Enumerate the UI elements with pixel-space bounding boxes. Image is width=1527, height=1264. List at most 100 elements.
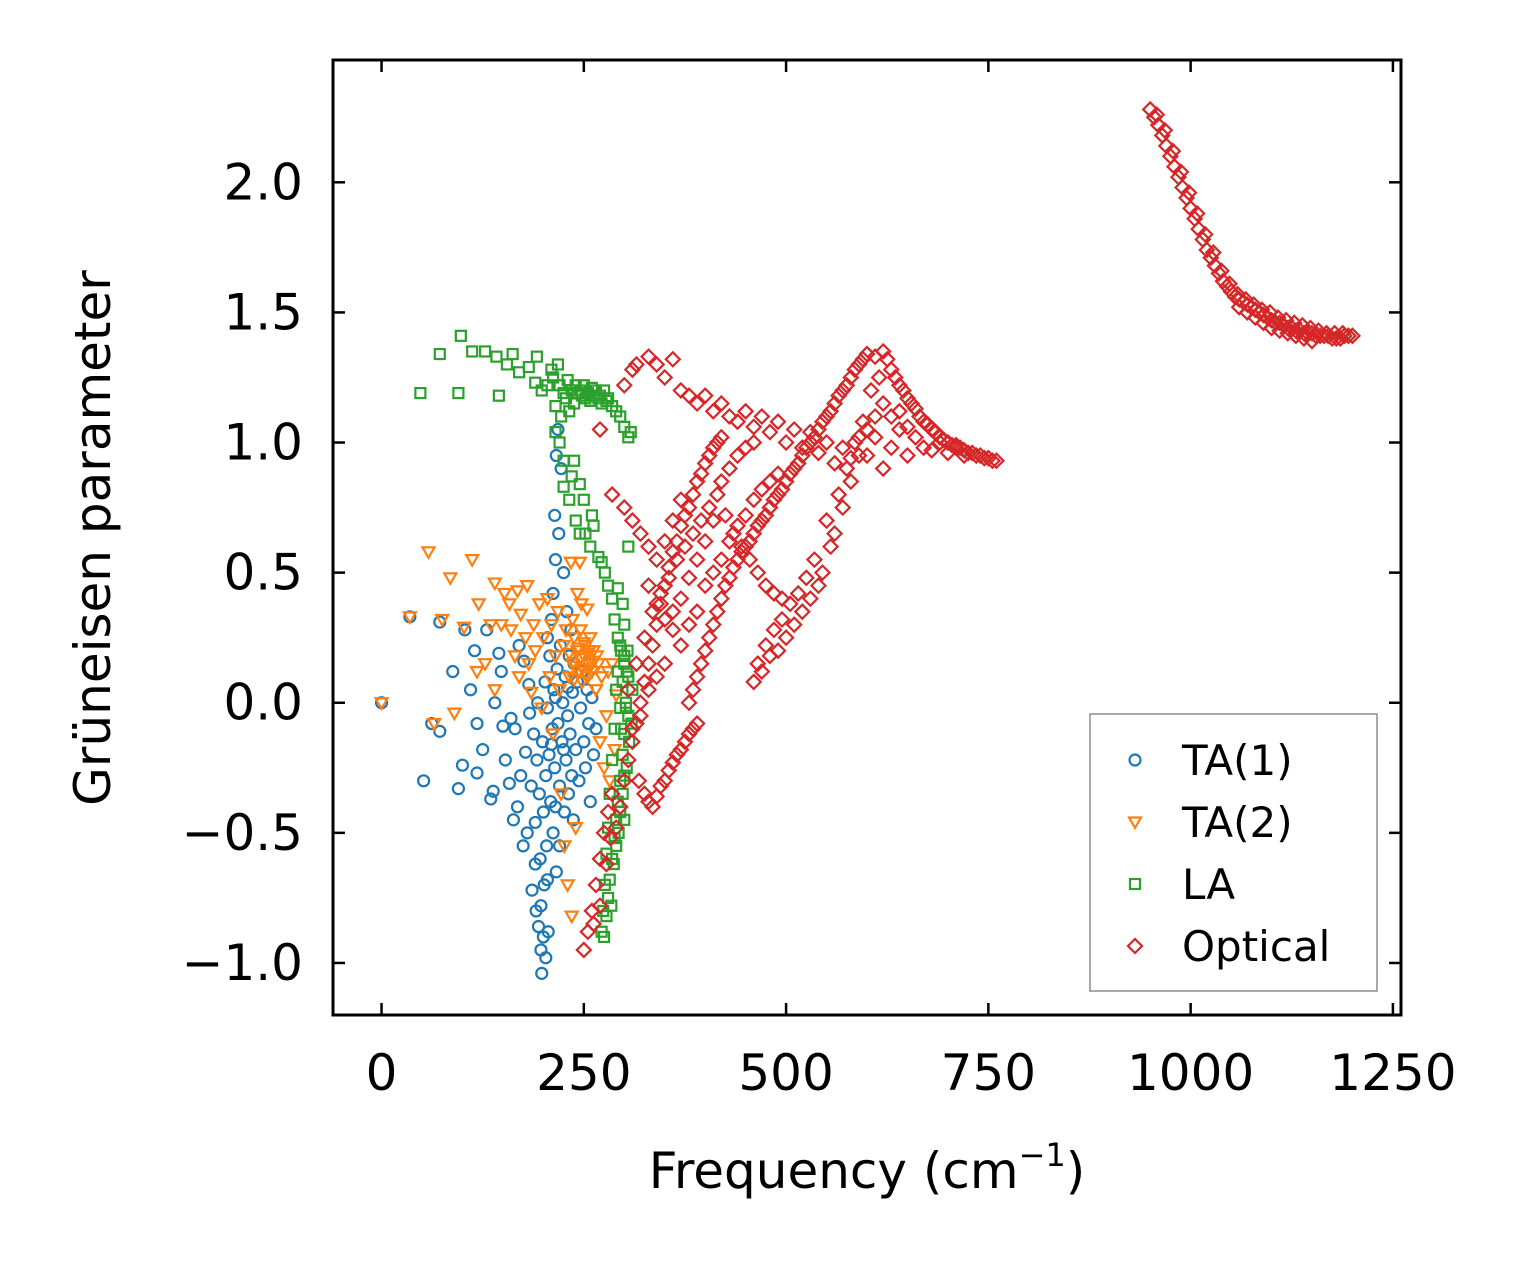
data-point [577,735,591,749]
x-tick-label: 0 [366,1044,398,1102]
data-point [482,619,499,633]
data-point [469,665,485,680]
data-point [712,428,730,446]
data-point [793,439,811,457]
data-point [644,603,662,621]
data-point [598,710,615,724]
data-point [527,645,544,659]
data-point [611,665,624,678]
data-point [611,631,624,644]
data-point [556,840,573,855]
data-point [874,459,892,478]
data-point [528,857,542,871]
data-point [854,413,872,431]
data-point [652,777,670,795]
data-point [614,701,627,715]
data-point [834,499,852,517]
data-point [834,439,852,457]
x-tick-label: 250 [536,1044,631,1102]
x-tick-label: 1250 [1329,1044,1456,1102]
data-point [813,413,832,431]
data-point [548,690,563,705]
data-point [789,584,807,603]
data-point [664,543,682,561]
data-point [769,486,787,504]
data-point [728,446,747,465]
data-point [573,701,588,715]
data-point [479,345,492,358]
data-point [1339,327,1357,345]
data-point [737,402,755,420]
data-point [664,512,682,530]
data-point [652,584,670,603]
data-point [501,598,518,613]
data-point [939,444,957,462]
data-point [519,580,536,594]
plot-points [373,100,1362,980]
data-point [534,899,548,913]
data-point [749,517,767,535]
data-point [1254,314,1273,332]
data-point [765,584,783,603]
data-point [1188,204,1206,223]
data-point [684,525,702,543]
data-point [668,532,686,550]
legend-marker [1127,816,1143,831]
data-point [676,538,694,556]
y-tick-label: 0.0 [223,674,303,732]
data-point [414,386,427,400]
data-point [434,613,451,628]
data-point [583,795,597,809]
data-point [648,355,666,374]
series-ta-2 [373,546,625,925]
data-point [761,472,779,491]
data-point [563,493,576,506]
data-point [446,664,460,679]
data-point [842,449,860,467]
data-point [712,590,730,608]
data-point [486,784,500,798]
data-point [672,590,690,608]
data-point [569,587,586,602]
legend-box [1089,713,1378,992]
data-point [704,616,722,634]
data-point [619,751,637,769]
data-point [1196,225,1214,243]
data-point [608,613,621,626]
data-point [454,329,467,342]
data-point [720,569,739,587]
data-point [668,746,686,764]
data-point [555,639,572,654]
data-point [548,508,562,522]
data-point [704,512,722,530]
legend-marker [1128,877,1142,891]
data-point [644,636,662,655]
data-point [548,553,563,567]
data-point [680,616,698,634]
data-point [507,650,523,665]
data-point [539,768,553,783]
data-point [656,368,674,387]
data-point [635,673,654,691]
data-point [546,826,560,840]
data-point [456,621,472,636]
data-point [1303,332,1321,350]
data-point [611,582,624,595]
data-point [486,684,503,698]
data-point [615,499,633,517]
y-tick-label: 0.5 [223,544,303,602]
data-point [696,642,714,660]
data-point [749,655,767,673]
legend-item: TA(1) [1128,736,1293,785]
data-point [712,472,730,491]
data-point [589,722,603,736]
data-point [490,350,503,363]
data-point [660,558,678,576]
data-point [524,779,538,793]
data-point [830,486,848,504]
data-point [882,439,900,457]
data-point [601,891,615,905]
data-point [765,621,783,639]
